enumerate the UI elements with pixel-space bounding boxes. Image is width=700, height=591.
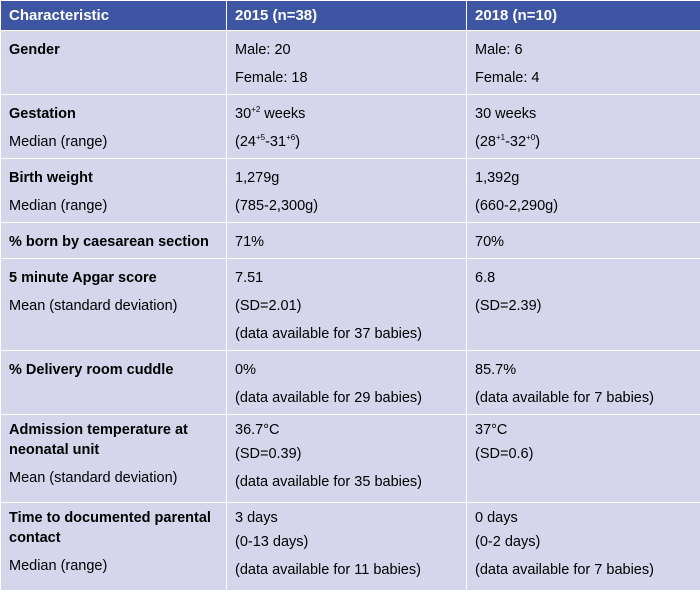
row-sublabel: Median (range): [9, 128, 218, 156]
header-2015: 2015 (n=38): [227, 1, 467, 31]
value-2018-cell: 85.7% (data available for 7 babies): [467, 351, 700, 415]
table-row: Birth weight Median (range) 1,279g (785-…: [1, 159, 700, 223]
row-sublabel: Median (range): [9, 552, 218, 580]
cell-value: 85.7%: [475, 356, 692, 384]
cell-value: (0-13 days): [235, 528, 458, 556]
value-2015-cell: 0% (data available for 29 babies): [227, 351, 467, 415]
table-row: Gestation Median (range) 30+2 weeks (24+…: [1, 95, 700, 159]
cell-value: 1,279g: [235, 164, 458, 192]
cell-value: (0-2 days): [475, 528, 692, 556]
cell-value: (SD=0.39): [235, 440, 458, 468]
cell-value: (28+1-32+0): [475, 128, 692, 156]
value-2018-cell: 1,392g (660-2,290g): [467, 159, 700, 223]
table-row: % Delivery room cuddle 0% (data availabl…: [1, 351, 700, 415]
value-2015-cell: 71%: [227, 223, 467, 259]
cell-value: Female: 4: [475, 64, 692, 92]
cell-value: 3 days: [235, 508, 458, 528]
row-label-cell: 5 minute Apgar score Mean (standard devi…: [1, 259, 227, 351]
value-2015-cell: 3 days (0-13 days) (data available for 1…: [227, 503, 467, 591]
value-2015-cell: 36.7°C (SD=0.39) (data available for 35 …: [227, 415, 467, 503]
header-characteristic: Characteristic: [1, 1, 227, 31]
cell-value: (data available for 7 babies): [475, 384, 692, 412]
cell-value: (data available for 11 babies): [235, 556, 458, 584]
header-row: Characteristic 2015 (n=38) 2018 (n=10): [1, 1, 700, 31]
value-2018-cell: 6.8 (SD=2.39): [467, 259, 700, 351]
row-label: % born by caesarean section: [9, 228, 218, 256]
value-2018-cell: 37°C (SD=0.6): [467, 415, 700, 503]
row-label-cell: % born by caesarean section: [1, 223, 227, 259]
table-row: Admission temperature at neonatal unit M…: [1, 415, 700, 503]
cell-value: (data available for 7 babies): [475, 556, 692, 584]
cell-value: 37°C: [475, 420, 692, 440]
row-label: 5 minute Apgar score: [9, 264, 218, 292]
value-2018-cell: 30 weeks (28+1-32+0): [467, 95, 700, 159]
table-row: Time to documented parental contact Medi…: [1, 503, 700, 591]
value-2018-cell: 0 days (0-2 days) (data available for 7 …: [467, 503, 700, 591]
cell-value: 0 days: [475, 508, 692, 528]
row-sublabel: Mean (standard deviation): [9, 464, 218, 492]
row-label: Birth weight: [9, 164, 218, 192]
cell-value: 71%: [235, 228, 458, 256]
cell-value: 70%: [475, 228, 692, 256]
value-2015-cell: 7.51 (SD=2.01) (data available for 37 ba…: [227, 259, 467, 351]
row-label-cell: Time to documented parental contact Medi…: [1, 503, 227, 591]
row-label-cell: Admission temperature at neonatal unit M…: [1, 415, 227, 503]
cell-value: Male: 20: [235, 36, 458, 64]
row-label-cell: % Delivery room cuddle: [1, 351, 227, 415]
table-row: % born by caesarean section 71% 70%: [1, 223, 700, 259]
cell-value: 6.8: [475, 264, 692, 292]
row-label: % Delivery room cuddle: [9, 356, 218, 384]
value-2015-cell: 1,279g (785-2,300g): [227, 159, 467, 223]
cell-value: 30 weeks: [475, 100, 692, 128]
value-2018-cell: 70%: [467, 223, 700, 259]
header-2018: 2018 (n=10): [467, 1, 700, 31]
cell-value: (660-2,290g): [475, 192, 692, 220]
value-2018-cell: Male: 6 Female: 4: [467, 31, 700, 95]
cell-value: (SD=0.6): [475, 440, 692, 468]
cell-value: 1,392g: [475, 164, 692, 192]
table-row: 5 minute Apgar score Mean (standard devi…: [1, 259, 700, 351]
row-label-cell: Birth weight Median (range): [1, 159, 227, 223]
row-label: Admission temperature at neonatal unit: [9, 420, 218, 464]
value-2015-cell: 30+2 weeks (24+5-31+6): [227, 95, 467, 159]
row-label: Gestation: [9, 100, 218, 128]
cell-value: (24+5-31+6): [235, 128, 458, 156]
row-sublabel: Median (range): [9, 192, 218, 220]
cell-value: Female: 18: [235, 64, 458, 92]
cell-value: Male: 6: [475, 36, 692, 64]
row-sublabel: Mean (standard deviation): [9, 292, 218, 320]
row-label-cell: Gender: [1, 31, 227, 95]
cell-value: (data available for 29 babies): [235, 384, 458, 412]
cell-value: 7.51: [235, 264, 458, 292]
cell-value: (data available for 37 babies): [235, 320, 458, 348]
cell-value: (SD=2.01): [235, 292, 458, 320]
table-row: Gender Male: 20 Female: 18 Male: 6 Femal…: [1, 31, 700, 95]
cell-value: 0%: [235, 356, 458, 384]
row-label: Gender: [9, 36, 218, 64]
cell-value: (SD=2.39): [475, 292, 692, 320]
row-label: Time to documented parental contact: [9, 508, 218, 552]
cell-value: (data available for 35 babies): [235, 468, 458, 496]
value-2015-cell: Male: 20 Female: 18: [227, 31, 467, 95]
cell-value: (785-2,300g): [235, 192, 458, 220]
row-label-cell: Gestation Median (range): [1, 95, 227, 159]
cell-value: 30+2 weeks: [235, 100, 458, 128]
cell-value: 36.7°C: [235, 420, 458, 440]
